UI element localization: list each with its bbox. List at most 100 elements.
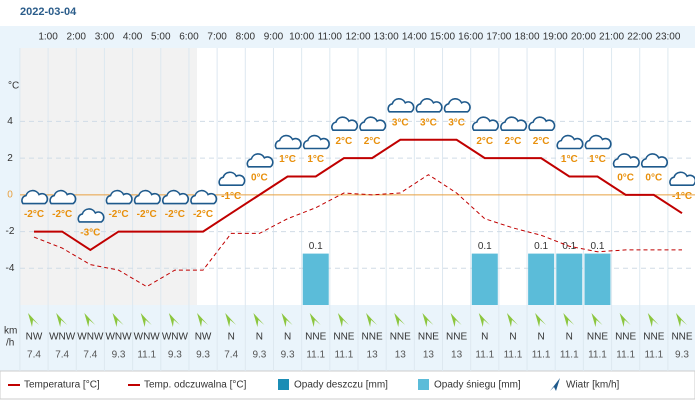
wind-direction: N bbox=[256, 332, 263, 343]
hour-label: 17:00 bbox=[486, 32, 511, 43]
y-tick-label: 4 bbox=[7, 116, 13, 127]
hour-label: 10:00 bbox=[289, 32, 314, 43]
legend-swatch bbox=[278, 379, 289, 390]
wind-speed: 11.1 bbox=[475, 350, 494, 361]
wind-direction: NNE bbox=[671, 332, 692, 343]
hour-label: 3:00 bbox=[95, 32, 115, 43]
temp-label: -2°C bbox=[52, 209, 72, 220]
temp-label: -2°C bbox=[165, 209, 185, 220]
wind-speed: 7.4 bbox=[55, 350, 69, 361]
wind-direction: WNW bbox=[134, 332, 161, 343]
legend-label: Temp. odczuwalna [°C] bbox=[144, 380, 247, 391]
wind-arrow bbox=[591, 313, 603, 327]
temp-label: 2°C bbox=[336, 136, 353, 147]
legend-swatch bbox=[418, 379, 429, 390]
weather-icon bbox=[105, 189, 133, 205]
hour-label: 5:00 bbox=[151, 32, 171, 43]
temp-label: -1°C bbox=[672, 191, 692, 202]
wind-arrow bbox=[394, 313, 406, 327]
hour-label: 6:00 bbox=[179, 32, 199, 43]
hour-label: 15:00 bbox=[430, 32, 455, 43]
temp-label: 2°C bbox=[505, 136, 522, 147]
weather-icon bbox=[612, 153, 640, 168]
wind-unit: km bbox=[4, 326, 17, 337]
y-tick-label: -4 bbox=[6, 263, 15, 274]
wind-direction: WNW bbox=[49, 332, 76, 343]
legend-label: Opady deszczu [mm] bbox=[294, 380, 388, 391]
wind-direction: N bbox=[509, 332, 516, 343]
y-axis-label: °C bbox=[8, 81, 19, 92]
hour-label: 13:00 bbox=[374, 32, 399, 43]
hour-label: 20:00 bbox=[571, 32, 596, 43]
legend bbox=[0, 370, 695, 400]
hour-label: 11:00 bbox=[318, 32, 343, 43]
temp-label: 2°C bbox=[476, 136, 493, 147]
temp-label: 2°C bbox=[364, 136, 381, 147]
temp-label: 1°C bbox=[589, 154, 606, 165]
wind-arrow bbox=[112, 313, 124, 327]
wind-arrow bbox=[225, 313, 237, 327]
wind-direction: NNE bbox=[643, 332, 664, 343]
wind-speed: 13 bbox=[367, 350, 379, 361]
wind-direction: NW bbox=[26, 332, 43, 343]
wind-arrow bbox=[56, 313, 68, 327]
hour-label: 12:00 bbox=[345, 32, 370, 43]
weather-icon bbox=[500, 116, 528, 131]
wind-direction: NW bbox=[195, 332, 212, 343]
legend-label: Opady śniegu [mm] bbox=[434, 380, 521, 391]
wind-speed: 13 bbox=[423, 350, 435, 361]
wind-speed: 11.1 bbox=[504, 350, 523, 361]
hour-label: 14:00 bbox=[402, 32, 427, 43]
temp-label: 0°C bbox=[645, 172, 662, 183]
y-tick-label: 0 bbox=[7, 189, 13, 200]
wind-arrow bbox=[450, 313, 462, 327]
wind-speed: 11.1 bbox=[560, 350, 579, 361]
wind-speed: 11.1 bbox=[137, 350, 156, 361]
wind-arrow bbox=[140, 313, 152, 327]
wind-direction: NNE bbox=[333, 332, 354, 343]
weather-icon bbox=[21, 189, 49, 205]
temp-line bbox=[33, 174, 682, 288]
weather-icon bbox=[387, 98, 415, 113]
weather-icon bbox=[77, 208, 105, 223]
wind-direction: N bbox=[284, 332, 291, 343]
wind-arrow bbox=[253, 313, 265, 327]
wind-arrow bbox=[647, 313, 659, 327]
weather-icon bbox=[359, 116, 387, 131]
precip-bar bbox=[584, 253, 611, 305]
y-tick-label: 2 bbox=[7, 153, 13, 164]
wind-speed: 13 bbox=[395, 350, 407, 361]
wind-speed: 11.1 bbox=[335, 350, 354, 361]
weather-icon bbox=[640, 153, 669, 168]
precip-label: 0.1 bbox=[591, 241, 605, 252]
temp-label: 1°C bbox=[279, 154, 296, 165]
wind-speed: 7.4 bbox=[224, 350, 238, 361]
wind-speed: 11.1 bbox=[532, 350, 551, 361]
wind-arrow bbox=[309, 313, 321, 327]
wind-speed: 9.3 bbox=[252, 350, 266, 361]
hour-label: 18:00 bbox=[515, 32, 540, 43]
wind-speed: 9.3 bbox=[196, 350, 210, 361]
temp-label: 1°C bbox=[307, 154, 324, 165]
wind-arrow bbox=[506, 313, 518, 327]
hour-label: 1:00 bbox=[38, 32, 58, 43]
legend-swatch bbox=[550, 378, 560, 391]
hour-label: 4:00 bbox=[123, 32, 143, 43]
wind-arrow bbox=[168, 313, 180, 327]
wind-arrow bbox=[337, 313, 349, 327]
wind-speed: 11.1 bbox=[616, 350, 635, 361]
weather-icon bbox=[190, 189, 218, 205]
wind-arrow bbox=[281, 313, 293, 327]
wind-arrow bbox=[84, 313, 96, 327]
hour-label: 7:00 bbox=[207, 32, 227, 43]
precip-label: 0.1 bbox=[534, 241, 548, 252]
wind-speed: 7.4 bbox=[83, 350, 97, 361]
weather-icon bbox=[49, 189, 77, 205]
wind-arrow bbox=[676, 313, 687, 327]
wind-arrow bbox=[422, 313, 434, 327]
hour-label: 9:00 bbox=[264, 32, 284, 43]
wind-direction: WNW bbox=[105, 332, 132, 343]
temp-line bbox=[34, 138, 683, 252]
weather-icon bbox=[528, 116, 556, 131]
